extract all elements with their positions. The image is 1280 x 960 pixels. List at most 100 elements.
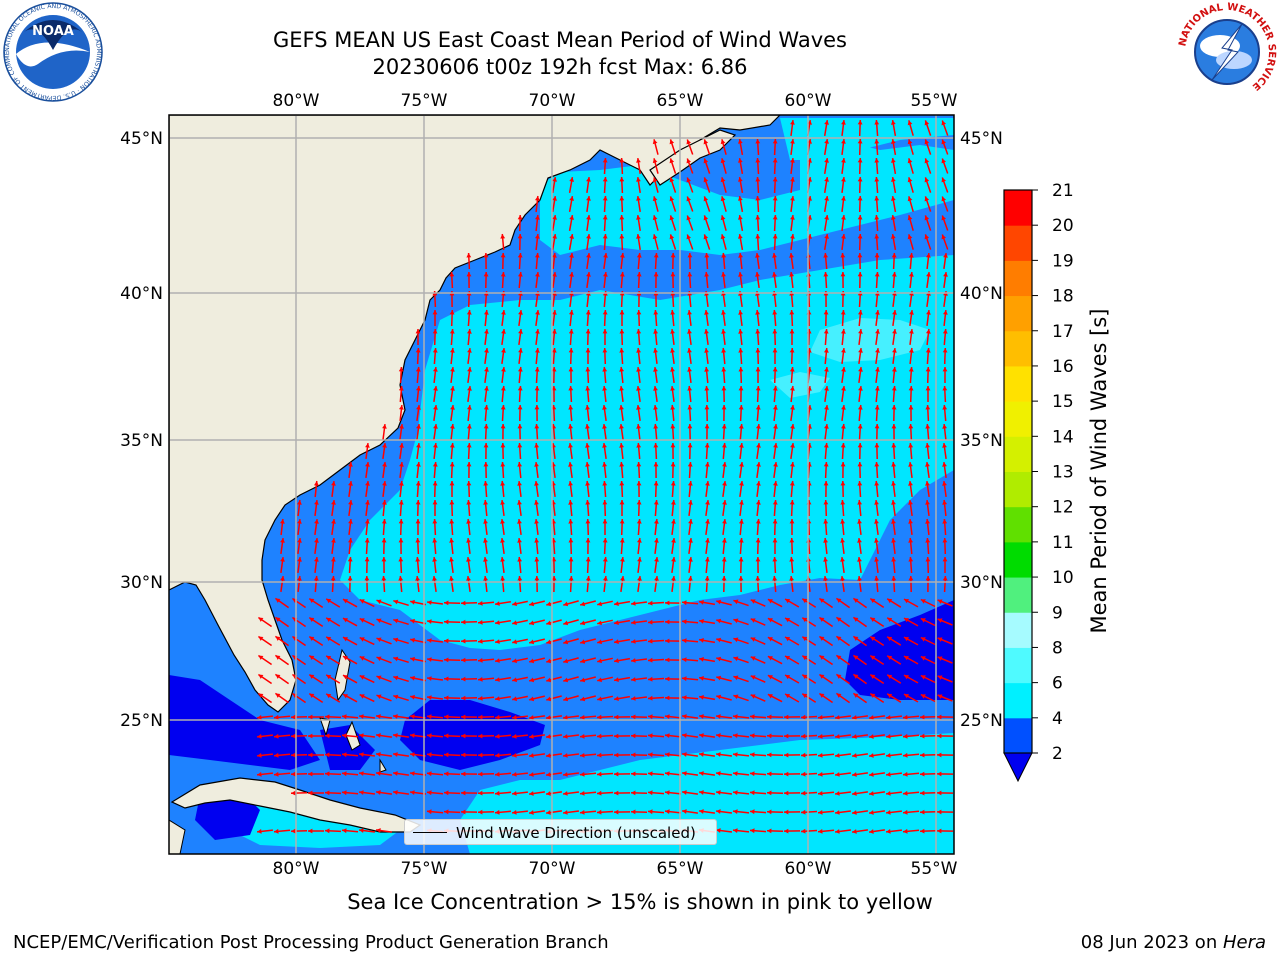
wave-direction-arrow-head — [399, 424, 404, 429]
wave-direction-arrow-head — [517, 462, 522, 467]
wave-direction-arrow-head — [597, 677, 602, 683]
wave-direction-arrow-head — [908, 462, 913, 467]
wave-direction-arrow-head — [801, 809, 806, 815]
wave-direction-arrow-head — [415, 576, 420, 581]
wave-direction-arrow-head — [291, 828, 296, 834]
lon-tick-top: 65°W — [657, 91, 704, 111]
wave-direction-arrow-head — [585, 519, 591, 524]
wave-direction-arrow-head — [818, 772, 823, 777]
wave-direction-arrow-head — [875, 348, 880, 353]
wave-direction-arrow-head — [767, 790, 772, 796]
wave-direction-arrow-head — [818, 734, 823, 739]
wave-direction-arrow-head — [331, 500, 336, 505]
lat-tick-right: 40°N — [960, 284, 1003, 304]
wave-direction-arrow-head — [342, 790, 347, 796]
wave-direction-arrow-head — [546, 791, 551, 796]
wave-direction-arrow-head — [908, 481, 913, 486]
wave-direction-arrow-head — [483, 405, 489, 410]
wave-direction-arrow-head — [687, 405, 693, 410]
wave-direction-arrow-head — [343, 618, 348, 623]
wave-direction-arrow-head — [257, 734, 262, 739]
wave-direction-arrow-head — [619, 158, 625, 163]
wave-direction-arrow-head — [466, 557, 471, 562]
wave-direction-arrow-head — [686, 177, 691, 183]
map-legend: Wind Wave Direction (unscaled) — [404, 819, 717, 845]
wave-direction-arrow-head — [942, 424, 947, 429]
wave-direction-arrow-head — [705, 519, 710, 524]
wave-direction-arrow-head — [790, 215, 795, 220]
wave-direction-arrow-head — [772, 519, 778, 524]
wave-direction-arrow-head — [461, 676, 466, 682]
wave-direction-arrow-head — [925, 538, 931, 543]
wave-direction-arrow-head — [836, 598, 842, 603]
colorbar-label: Mean Period of Wind Waves [s] — [1087, 309, 1111, 634]
wave-direction-arrow-head — [891, 158, 896, 163]
wave-direction-arrow-head — [738, 234, 743, 239]
wave-direction-arrow-head — [415, 538, 421, 543]
wave-direction-arrow-head — [784, 809, 789, 815]
wave-direction-arrow-head — [665, 695, 670, 701]
colorbar-segment — [1004, 717, 1032, 754]
wave-direction-arrow-head — [653, 386, 658, 391]
wave-direction-arrow-head — [891, 500, 896, 505]
wave-direction-arrow-head — [342, 771, 347, 777]
wave-direction-arrow-head — [631, 771, 636, 777]
wave-direction-arrow-head — [365, 500, 370, 505]
wave-direction-arrow-head — [721, 272, 726, 277]
wave-direction-arrow-head — [688, 519, 693, 524]
wave-direction-arrow-head — [908, 576, 914, 581]
wave-direction-arrow-head — [512, 715, 517, 720]
wave-direction-arrow-head — [478, 639, 483, 644]
wave-direction-arrow-head — [309, 617, 315, 622]
wave-direction-arrow-head — [653, 481, 659, 486]
wave-direction-arrow-head — [348, 519, 353, 524]
wave-direction-arrow-head — [790, 405, 795, 410]
wave-direction-arrow-head — [529, 715, 534, 720]
wave-direction-arrow-head — [478, 620, 483, 625]
wave-direction-arrow-head — [257, 772, 262, 777]
lon-tick-top: 75°W — [401, 91, 448, 111]
wave-direction-arrow-head — [942, 386, 948, 391]
wave-direction-arrow-head — [909, 348, 914, 353]
wave-direction-arrow-head — [495, 790, 500, 796]
wave-direction-arrow-head — [569, 234, 574, 239]
wave-direction-arrow-head — [619, 462, 625, 467]
wave-direction-arrow-head — [529, 677, 535, 683]
wave-direction-arrow-head — [738, 215, 743, 220]
wave-direction-arrow-head — [444, 809, 449, 815]
wave-direction-arrow-head — [512, 810, 517, 815]
wave-direction-arrow-head — [870, 655, 876, 660]
wave-direction-arrow-head — [500, 481, 505, 486]
wave-direction-arrow-head — [398, 538, 404, 543]
wave-direction-arrow-head — [801, 752, 806, 758]
wave-direction-arrow-head — [636, 329, 642, 334]
wave-direction-arrow-head — [343, 637, 348, 642]
wave-direction-arrow-head — [461, 638, 466, 644]
wave-direction-arrow-head — [313, 576, 319, 581]
wave-direction-arrow-head — [682, 657, 687, 663]
wave-direction-arrow-head — [348, 538, 353, 543]
wave-direction-arrow-head — [857, 120, 863, 125]
wave-direction-arrow-head — [631, 639, 636, 644]
wave-direction-arrow-head — [636, 234, 641, 239]
wave-direction-arrow-head — [597, 658, 602, 664]
wave-direction-arrow-head — [580, 772, 585, 777]
wave-direction-arrow-head — [534, 405, 540, 410]
wave-direction-arrow-head — [432, 519, 438, 524]
wave-direction-arrow-head — [309, 674, 315, 679]
wave-direction-arrow-head — [568, 519, 574, 524]
wave-direction-arrow-head — [704, 405, 710, 410]
wave-direction-arrow-head — [654, 538, 659, 543]
wave-direction-arrow-head — [258, 617, 264, 622]
wave-direction-arrow-head — [669, 215, 675, 221]
wave-direction-arrow-head — [767, 714, 772, 720]
wave-direction-arrow-head — [942, 557, 948, 562]
wave-direction-arrow-head — [789, 367, 795, 372]
wave-direction-arrow-head — [937, 694, 943, 699]
wave-direction-arrow-head — [483, 424, 489, 429]
footer-producer: NCEP/EMC/Verification Post Processing Pr… — [13, 932, 609, 953]
wave-direction-arrow-head — [841, 215, 846, 220]
wave-direction-arrow-head — [733, 675, 739, 681]
wave-direction-arrow-head — [755, 519, 761, 524]
